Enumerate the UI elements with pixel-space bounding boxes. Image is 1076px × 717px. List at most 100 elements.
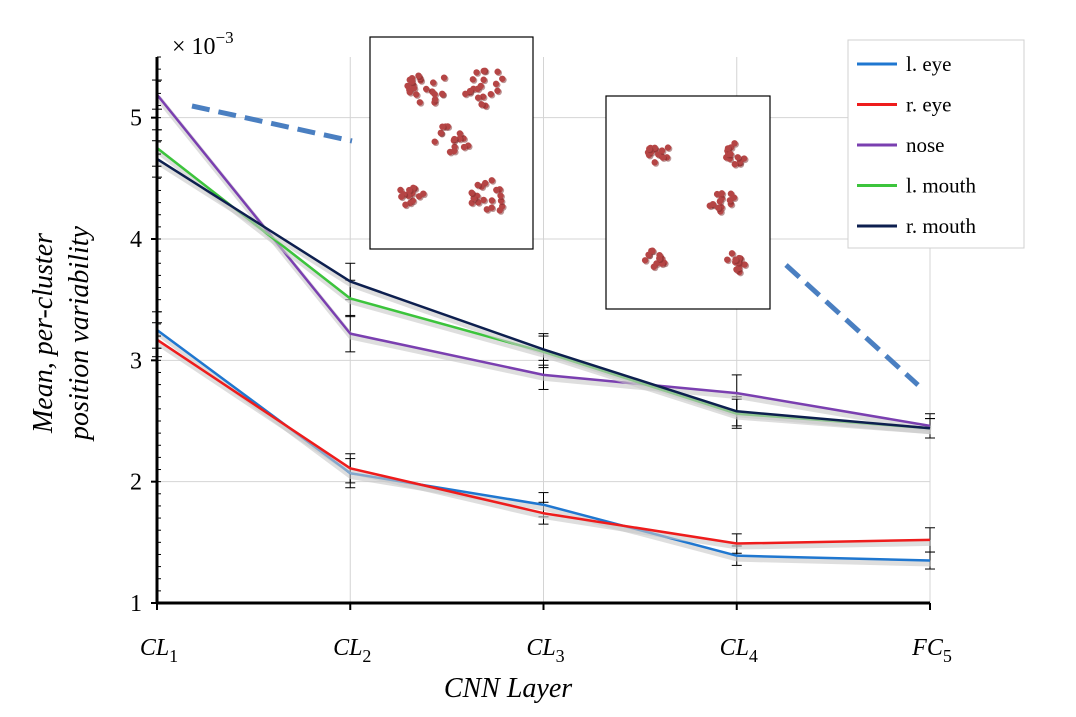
inset-dot (724, 256, 731, 263)
inset-dot (732, 256, 739, 263)
inset-dot (406, 89, 413, 96)
x-tick-label: CL3 (526, 635, 564, 666)
inset-dot (727, 150, 734, 158)
inset-dot (415, 72, 422, 79)
inset-dot (439, 123, 446, 130)
inset-dot (718, 190, 726, 197)
inset-dot (410, 85, 418, 92)
inset-dot (488, 177, 495, 184)
inset-dot (431, 90, 438, 98)
inset-dot (474, 94, 482, 101)
inset-dot (493, 186, 500, 194)
inset-dot (645, 251, 652, 258)
inset-panel-right (605, 95, 771, 310)
inset-dot (398, 193, 405, 200)
inset-dot (659, 154, 667, 161)
inset-dot (402, 201, 409, 208)
inset-dot (492, 80, 500, 88)
inset-dot (656, 255, 663, 262)
inset-dot (716, 198, 724, 205)
inset-dot (641, 257, 649, 264)
inset-dot (406, 186, 413, 194)
inset-dot (649, 247, 656, 254)
inset-dot (480, 196, 487, 204)
inset-dot (646, 145, 653, 153)
inset-dot (714, 204, 722, 211)
inset-dot (728, 250, 736, 257)
inset-dot (731, 140, 738, 147)
y-axis-title: Mean, per-cluster position variability (28, 225, 95, 441)
inset-dot (658, 147, 666, 154)
y-tick-label: 4 (130, 227, 142, 253)
inset-dot (431, 96, 439, 103)
inset-dot (494, 87, 501, 94)
y-tick-label: 2 (130, 470, 142, 496)
y-axis-title-line1: Mean, per-cluster (28, 233, 59, 434)
inset-dot (730, 194, 738, 201)
inset-dot (488, 204, 495, 211)
inset-frame-right (605, 95, 771, 310)
y-tick-label: 3 (130, 348, 142, 374)
x-tick-label: FC5 (911, 635, 952, 666)
inset-frame-left (369, 36, 534, 250)
x-tick-label: CL4 (720, 635, 758, 666)
inset-dot (437, 129, 444, 137)
inset-dot (734, 154, 741, 161)
inset-dot (413, 91, 420, 98)
inset-dot (460, 143, 468, 151)
inset-dot (466, 87, 474, 95)
inset-dot (408, 78, 416, 85)
series-shadow-r--eye (156, 340, 932, 550)
inset-dot (429, 79, 437, 86)
inset-dot (456, 130, 464, 137)
series-lines (155, 93, 932, 567)
inset-dot (451, 135, 458, 143)
inset-dot (480, 76, 487, 83)
x-axis-title: CNN Layer (444, 673, 572, 704)
legend-label: l. mouth (906, 174, 977, 198)
x-tick-label: CL2 (333, 635, 371, 666)
inset-dot (494, 68, 501, 75)
inset-dot (731, 161, 739, 168)
inset-dot (469, 76, 477, 83)
legend-label: nose (906, 133, 945, 157)
inset-dot (478, 101, 485, 108)
legend-label: r. eye (906, 93, 951, 117)
x-tick-label: CL1 (140, 635, 178, 666)
legend: l. eye r. eye nose l. mouth r. mouth (847, 39, 1025, 249)
inset-dot (487, 90, 495, 98)
y-scale-label: × 10−3 (172, 28, 234, 60)
inset-dot (477, 82, 484, 90)
inset-dot (499, 75, 506, 82)
inset-dot (488, 197, 496, 204)
inset-panel-left (369, 36, 534, 250)
inset-dot (474, 181, 481, 189)
inset-dot (439, 91, 446, 98)
inset-dot (651, 159, 658, 166)
series-shadow-nose (155, 95, 932, 432)
inset-dot (497, 192, 504, 199)
dashed-connector-left (191, 103, 353, 144)
inset-dot (480, 67, 487, 75)
inset-dot (483, 206, 491, 213)
legend-label: r. mouth (906, 214, 977, 238)
series-shadow-r--mouth (156, 159, 932, 435)
inset-dot (741, 261, 748, 268)
inset-dot (431, 138, 438, 145)
axes: 1 2 3 4 5 CL1 CL2 CL3 CL4 FC5 (130, 56, 952, 666)
inset-dot (440, 74, 448, 81)
inset-dot (650, 263, 658, 270)
legend-label: l. eye (906, 52, 951, 76)
y-tick-label: 5 (130, 106, 142, 132)
inset-dot (496, 207, 503, 214)
inset-dot (709, 200, 717, 208)
inset-dot (740, 155, 748, 162)
inset-dot (416, 99, 424, 106)
inset-dot (724, 145, 732, 152)
dashed-connector-right (784, 263, 920, 387)
inset-dot (420, 190, 427, 197)
y-tick-label: 1 (130, 591, 142, 617)
inset-dot (664, 144, 672, 151)
inset-dot (473, 69, 480, 76)
